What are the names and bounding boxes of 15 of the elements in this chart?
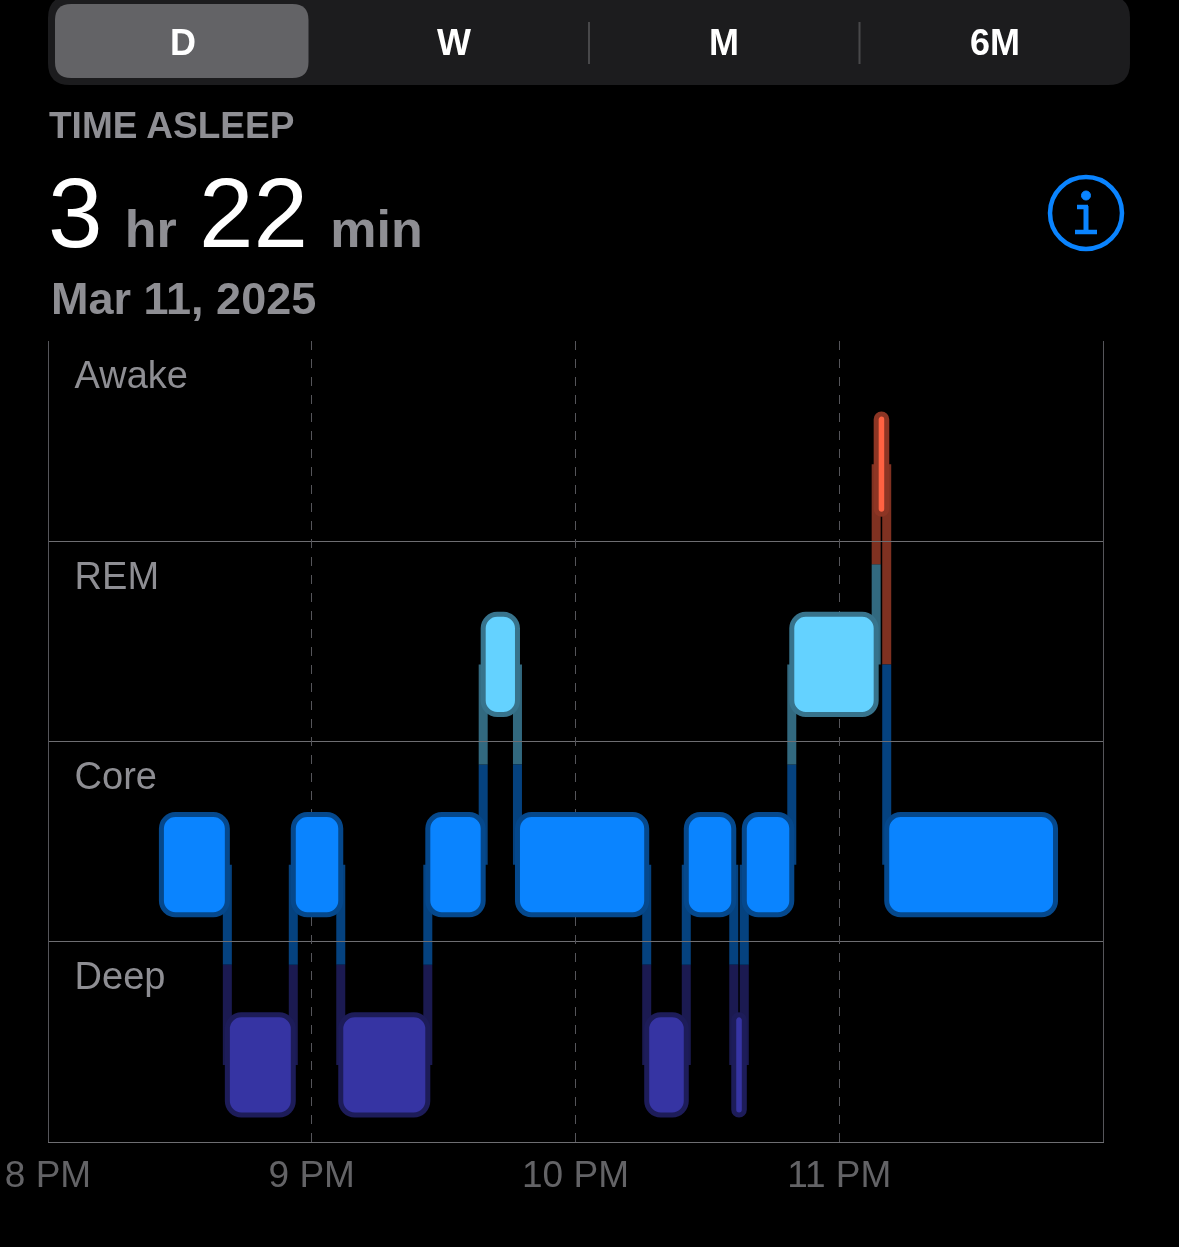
y-tick-label: REM (74, 554, 160, 597)
chart-title: TIME ASLEEP (49, 104, 295, 146)
y-tick-label: Awake (74, 354, 188, 397)
x-tick-label: 11 PM (787, 1154, 892, 1196)
text: 6M (970, 22, 1021, 63)
text: M (709, 22, 739, 63)
text: W (437, 22, 471, 63)
chart-subtitle: 3 hr 22 min (48, 158, 423, 268)
x-tick-label: 10 PM (522, 1154, 629, 1196)
y-tick-label: Deep (74, 955, 166, 998)
x-tick-label: 8 PM (4, 1154, 92, 1196)
text: D (170, 22, 196, 63)
text: Mar 11, 2025 (51, 273, 317, 324)
x-tick-label: 9 PM (268, 1154, 355, 1196)
y-tick-label: Core (74, 754, 157, 797)
